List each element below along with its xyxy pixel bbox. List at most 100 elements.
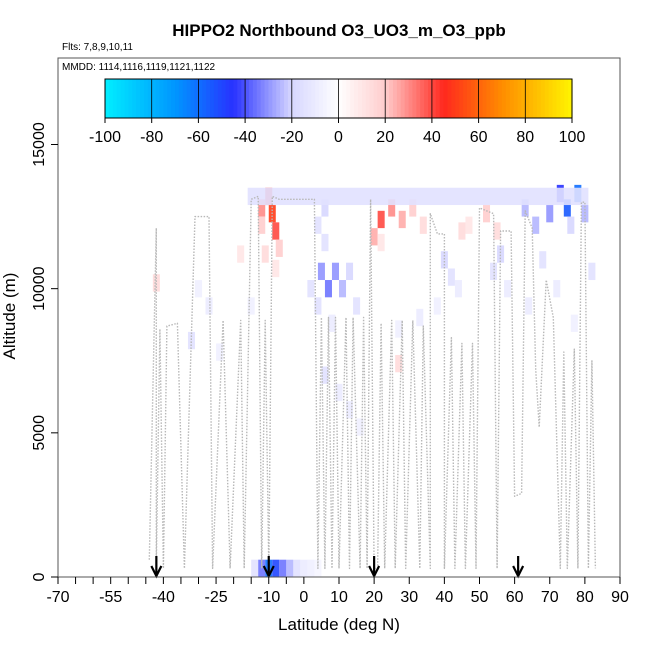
- plot-area: [148, 184, 597, 579]
- colorbar-segment: [544, 79, 550, 118]
- colorbar-segment: [357, 79, 363, 118]
- colorbar-segment: [509, 79, 515, 118]
- heatmap-cell: [272, 222, 280, 240]
- colorbar-tick-label: -60: [187, 129, 210, 146]
- colorbar-tick-label: 0: [334, 129, 343, 146]
- colorbar-segment: [178, 79, 184, 118]
- colorbar-segment: [136, 79, 141, 118]
- heatmap-cell: [567, 216, 575, 234]
- colorbar-segment: [521, 79, 526, 118]
- colorbar-segment: [517, 79, 523, 118]
- colorbar-segment: [552, 79, 558, 118]
- colorbar-segment: [311, 79, 316, 118]
- heatmap-cell: [314, 216, 322, 234]
- colorbar-segment: [116, 79, 122, 118]
- colorbar-segment: [284, 79, 289, 118]
- x-axis-label: Latitude (deg N): [278, 615, 400, 634]
- heatmap-cell: [258, 216, 266, 234]
- colorbar-segment: [564, 79, 569, 118]
- colorbar-segment: [264, 79, 270, 118]
- colorbar: -100 -80 -60 -40 -20 0 20 40 60 80 100: [89, 78, 585, 146]
- arrow-head: [150, 565, 163, 579]
- colorbar-segment: [256, 79, 262, 118]
- colorbar-segment: [354, 79, 359, 118]
- colorbar-segment: [439, 79, 445, 118]
- heatmap-cell: [314, 297, 322, 315]
- colorbar-segment: [443, 79, 449, 118]
- colorbar-segment: [447, 79, 452, 118]
- colorbar-segment: [350, 79, 355, 118]
- colorbar-segment: [498, 79, 503, 118]
- x-tick-label: -40: [152, 589, 175, 606]
- heatmap-cell: [570, 314, 578, 332]
- colorbar-segment: [373, 79, 379, 118]
- heatmap-cell: [497, 245, 505, 263]
- x-tick-label: 70: [541, 589, 559, 606]
- heatmap-cell: [258, 199, 266, 217]
- colorbar-segment: [319, 79, 324, 118]
- colorbar-segment: [175, 79, 180, 118]
- colorbar-segment: [385, 79, 390, 118]
- heatmap-cell: [370, 228, 378, 246]
- colorbar-segment: [132, 79, 137, 118]
- x-tick-label: 0: [299, 589, 308, 606]
- colorbar-segment: [424, 79, 429, 118]
- heatmap-cell: [525, 297, 533, 315]
- colorbar-segment: [190, 79, 196, 118]
- flights-label: Flts: 7,8,9,10,11: [62, 42, 133, 53]
- x-tick-label: 30: [400, 589, 418, 606]
- arrow-head: [512, 565, 525, 579]
- x-tick-label: 20: [365, 589, 383, 606]
- colorbar-segment: [466, 79, 472, 118]
- heatmap-cell: [317, 262, 325, 281]
- y-tick-label: 0: [31, 572, 48, 581]
- colorbar-segment: [303, 79, 308, 118]
- heatmap-cell: [539, 251, 547, 269]
- heatmap-cell: [458, 222, 466, 240]
- colorbar-segment: [560, 79, 565, 118]
- heatmap-cell: [356, 418, 364, 436]
- colorbar-segment: [147, 79, 153, 118]
- heatmap-cell: [440, 251, 448, 269]
- heatmap-cell: [335, 383, 343, 402]
- heatmap-cell: [279, 559, 287, 577]
- heatmap-cell: [546, 205, 554, 223]
- heatmap-cell: [272, 559, 280, 577]
- colorbar-segment: [280, 79, 285, 118]
- heatmap-cell: [152, 274, 160, 292]
- colorbar-segment: [556, 79, 561, 118]
- colorbar-segment: [272, 79, 277, 118]
- heatmap-cell: [563, 199, 571, 217]
- colorbar-segment: [108, 79, 114, 118]
- colorbar-segment: [276, 79, 281, 118]
- heatmap-cell: [205, 297, 213, 315]
- colorbar-segment: [365, 79, 371, 118]
- heatmap-cell: [300, 559, 308, 577]
- colorbar-tick-label: 60: [470, 129, 488, 146]
- chart-title: HIPPO2 Northbound O3_UO3_m_O3_ppb: [172, 21, 505, 40]
- colorbar-segment: [501, 79, 507, 118]
- colorbar-segment: [241, 79, 246, 118]
- colorbar-segment: [186, 79, 192, 118]
- x-tick-label: 10: [330, 589, 348, 606]
- heatmap-cell: [251, 559, 259, 577]
- flight-track: [148, 195, 597, 570]
- colorbar-segment: [140, 79, 145, 118]
- colorbar-segment: [529, 79, 534, 118]
- colorbar-segment: [490, 79, 495, 118]
- colorbar-segment: [307, 79, 312, 118]
- heatmap-cell: [286, 559, 294, 577]
- colorbar-segment: [252, 79, 258, 118]
- heatmap-cell: [187, 331, 195, 350]
- heatmap-cell: [216, 343, 224, 361]
- colorbar-segment: [474, 79, 480, 118]
- colorbar-segment: [171, 79, 176, 118]
- colorbar-segment: [455, 79, 460, 118]
- colorbar-segment: [463, 79, 468, 118]
- colorbar-segment: [505, 79, 511, 118]
- heatmap-cell: [465, 216, 473, 234]
- colorbar-segment: [400, 79, 406, 118]
- heatmap-cell: [416, 308, 424, 327]
- colorbar-tick-label: -100: [89, 129, 121, 146]
- colorbar-segment: [221, 79, 227, 118]
